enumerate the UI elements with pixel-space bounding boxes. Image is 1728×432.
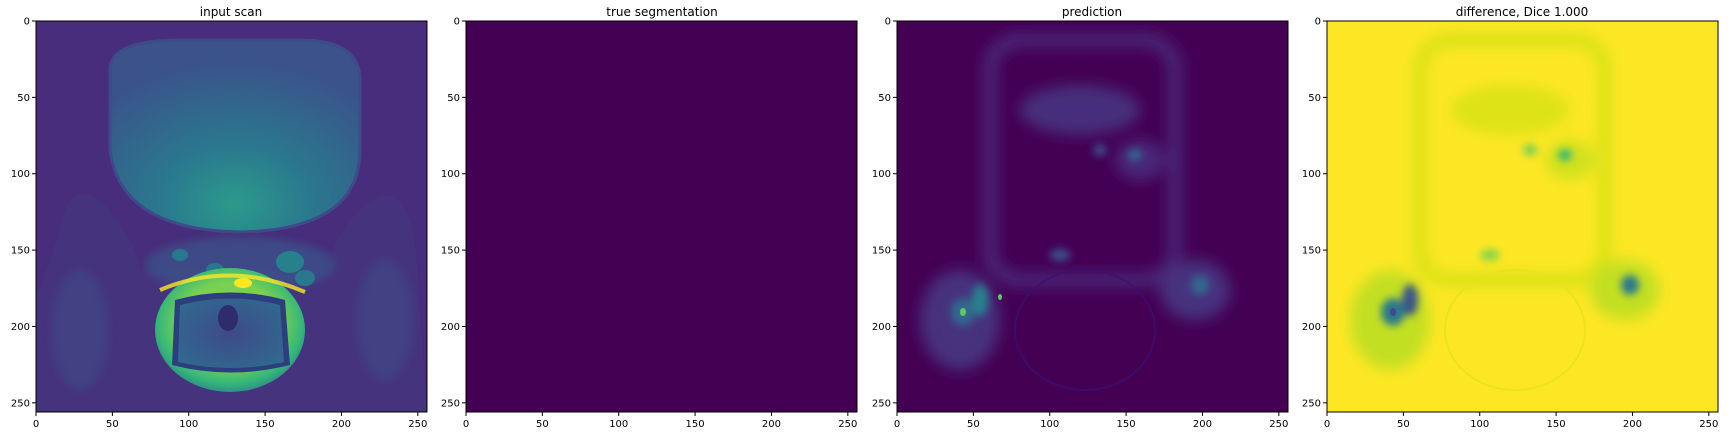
y-tick-label: 200: [1302, 322, 1321, 333]
x-tick-label: 150: [1117, 419, 1136, 430]
x-tick-label: 100: [1470, 419, 1489, 430]
y-tick-label: 150: [441, 246, 460, 257]
y-tick-label: 250: [11, 398, 30, 409]
heatmap-image: [466, 21, 857, 412]
y-tick-label: 250: [441, 398, 460, 409]
x-tick-label: 0: [463, 419, 469, 430]
x-tick-label: 250: [838, 419, 857, 430]
y-tick-label: 50: [1308, 93, 1321, 104]
x-tick-label: 250: [1699, 419, 1718, 430]
panel-difference: difference, Dice 1.000 0 50 100 150 2: [1302, 5, 1719, 431]
panel-title: prediction: [1062, 5, 1122, 19]
panel-title: true segmentation: [606, 5, 717, 19]
axes-frame: [1326, 20, 1719, 413]
axes-frame: [896, 20, 1289, 413]
y-tick-label: 150: [11, 246, 30, 257]
x-tick-label: 50: [1397, 419, 1410, 430]
x-tick-label: 50: [106, 419, 119, 430]
x-tick-label: 50: [536, 419, 549, 430]
x-tick-label: 250: [408, 419, 427, 430]
heatmap-image: [36, 21, 427, 412]
y-tick-label: 150: [872, 246, 891, 257]
y-tick-label: 250: [1302, 398, 1321, 409]
x-tick-label: 250: [1269, 419, 1288, 430]
y-tick-label: 0: [1315, 17, 1321, 28]
y-tick-label: 200: [11, 322, 30, 333]
y-tick-label: 250: [872, 398, 891, 409]
y-tick-label: 100: [441, 169, 460, 180]
axes-frame: [465, 20, 858, 413]
y-tick-label: 0: [454, 17, 460, 28]
axes-frame: [35, 20, 428, 413]
y-tick-label: 100: [11, 169, 30, 180]
x-tick-label: 0: [1324, 419, 1330, 430]
y-tick-label: 0: [24, 17, 30, 28]
x-tick-label: 150: [256, 419, 275, 430]
y-tick-label: 200: [441, 322, 460, 333]
heatmap-image: [1327, 21, 1718, 412]
x-tick-label: 100: [609, 419, 628, 430]
x-tick-label: 100: [179, 419, 198, 430]
x-tick-label: 150: [1547, 419, 1566, 430]
x-tick-label: 200: [1623, 419, 1642, 430]
y-tick-label: 50: [447, 93, 460, 104]
x-tick-label: 0: [894, 419, 900, 430]
x-tick-label: 0: [33, 419, 39, 430]
panel-prediction: prediction 0 50 100 150 200 250: [872, 5, 1289, 431]
panel-true-segmentation: true segmentation 0 50 100 150 200 2500501001…: [441, 5, 858, 431]
panel-title: difference, Dice 1.000: [1456, 5, 1589, 19]
y-tick-label: 50: [878, 93, 891, 104]
heatmap-image: [897, 21, 1288, 412]
y-tick-label: 0: [885, 17, 891, 28]
x-tick-label: 50: [967, 419, 980, 430]
x-tick-label: 100: [1040, 419, 1059, 430]
x-tick-label: 200: [762, 419, 781, 430]
y-tick-label: 100: [1302, 169, 1321, 180]
x-tick-label: 150: [686, 419, 705, 430]
y-tick-label: 100: [872, 169, 891, 180]
y-tick-label: 150: [1302, 246, 1321, 257]
y-tick-label: 50: [17, 93, 30, 104]
x-tick-label: 200: [1193, 419, 1212, 430]
panel-title: input scan: [200, 5, 263, 19]
y-tick-label: 200: [872, 322, 891, 333]
x-tick-label: 200: [332, 419, 351, 430]
